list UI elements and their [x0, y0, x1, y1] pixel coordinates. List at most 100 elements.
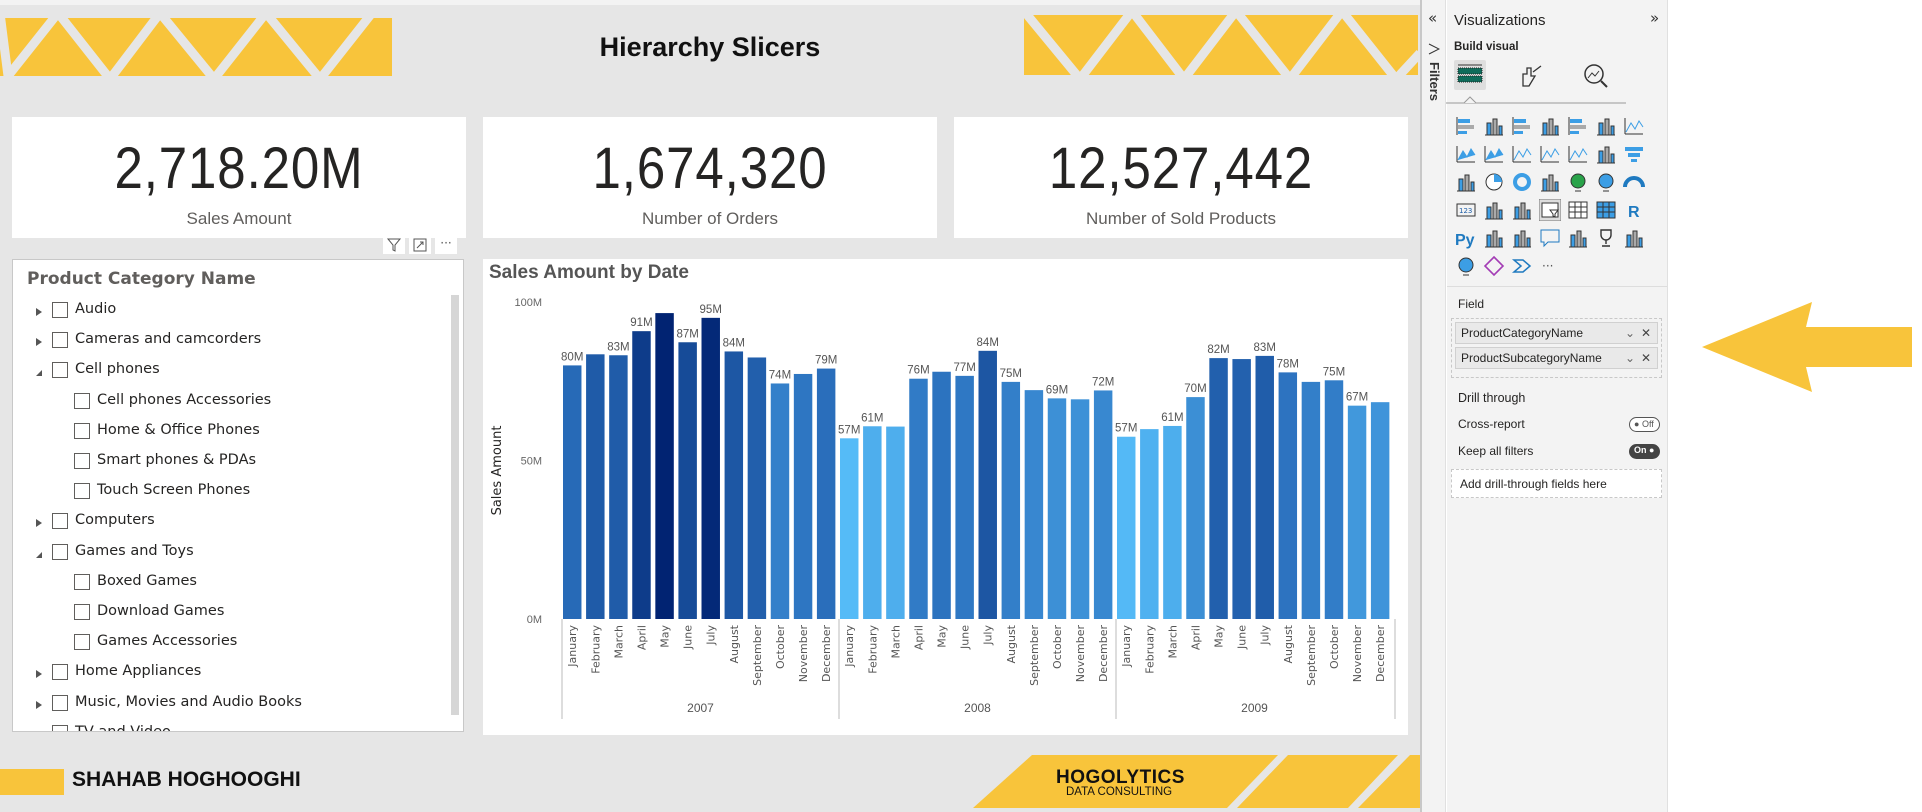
card-icon[interactable]: 123: [1455, 199, 1477, 221]
close-icon[interactable]: ✕: [1640, 351, 1651, 365]
kpi-card-number-of-orders[interactable]: 1,674,320 Number of Orders: [483, 117, 937, 238]
r-visual-icon[interactable]: R: [1623, 199, 1645, 221]
power-automate-icon[interactable]: [1511, 255, 1533, 277]
checkbox[interactable]: [52, 362, 68, 379]
multi-row-card-icon[interactable]: [1483, 199, 1505, 221]
slicer-item[interactable]: Music, Movies and Audio Books: [13, 692, 443, 714]
100-stacked-bar-chart-icon[interactable]: [1567, 115, 1589, 137]
field-item[interactable]: ProductSubcategoryName ⌄ ✕: [1455, 347, 1658, 369]
stacked-bar-chart-icon[interactable]: [1455, 115, 1477, 137]
collapse-triangle-icon[interactable]: [35, 365, 43, 381]
area-chart-icon[interactable]: [1455, 143, 1477, 165]
checkbox[interactable]: [74, 634, 90, 651]
slicer-scrollbar[interactable]: [451, 295, 459, 715]
clustered-bar-chart-icon[interactable]: [1511, 115, 1533, 137]
slicer-item[interactable]: Cameras and camcorders: [13, 329, 443, 351]
goals-icon[interactable]: [1595, 227, 1617, 249]
checkbox[interactable]: [52, 664, 68, 681]
pie-chart-icon[interactable]: [1483, 171, 1505, 193]
line-and-stacked-column-chart-icon[interactable]: [1511, 143, 1533, 165]
checkbox[interactable]: [52, 513, 68, 530]
filters-pane-collapsed[interactable]: « Filters: [1422, 0, 1446, 812]
stacked-column-chart-icon[interactable]: [1483, 115, 1505, 137]
slicer-item[interactable]: Home & Office Phones: [13, 420, 443, 442]
slicer-item[interactable]: Cell phones Accessories: [13, 390, 443, 412]
slicer-item[interactable]: Smart phones & PDAs: [13, 450, 443, 472]
slicer-item[interactable]: Home Appliances: [13, 661, 443, 683]
filter-icon[interactable]: [383, 236, 405, 254]
kpi-card-sales-amount[interactable]: 2,718.20M Sales Amount: [12, 117, 466, 238]
drill-through-drop-zone[interactable]: Add drill-through fields here: [1451, 469, 1662, 498]
filled-map-icon[interactable]: [1595, 171, 1617, 193]
more-visuals-icon[interactable]: ···: [1539, 255, 1561, 277]
collapse-triangle-icon[interactable]: [35, 547, 43, 563]
checkbox[interactable]: [52, 694, 68, 711]
expand-triangle-icon[interactable]: [35, 698, 43, 714]
slicer-item[interactable]: TV and Video: [13, 722, 443, 731]
key-influencers-icon[interactable]: [1483, 227, 1505, 249]
expand-triangle-icon[interactable]: [35, 667, 43, 683]
100-stacked-column-chart-icon[interactable]: [1595, 115, 1617, 137]
chevron-down-icon[interactable]: ⌄: [1624, 326, 1635, 340]
filters-label[interactable]: Filters: [1427, 62, 1442, 102]
focus-mode-icon[interactable]: [409, 236, 431, 254]
double-chevron-left-icon[interactable]: «: [1428, 9, 1438, 27]
checkbox[interactable]: [74, 453, 90, 469]
checkbox[interactable]: [74, 422, 90, 439]
gauge-icon[interactable]: [1623, 171, 1645, 193]
close-icon[interactable]: ✕: [1640, 326, 1651, 340]
decomposition-tree-icon[interactable]: [1511, 227, 1533, 249]
slicer-item[interactable]: Games and Toys: [13, 541, 443, 563]
slicer-icon[interactable]: [1538, 198, 1562, 222]
chevron-down-icon[interactable]: ⌄: [1624, 351, 1635, 365]
checkbox[interactable]: [74, 604, 90, 620]
smart-narrative-icon[interactable]: [1567, 227, 1589, 249]
checkbox[interactable]: [74, 573, 90, 590]
map-icon[interactable]: [1567, 171, 1589, 193]
checkbox[interactable]: [52, 302, 68, 318]
format-visual-icon[interactable]: [1517, 62, 1545, 90]
stacked-area-chart-icon[interactable]: [1483, 143, 1505, 165]
expand-triangle-icon[interactable]: [35, 335, 43, 351]
slicer-item[interactable]: Download Games: [13, 601, 443, 623]
python-visual-icon[interactable]: Py: [1455, 227, 1477, 249]
paginated-report-icon[interactable]: [1623, 227, 1645, 249]
kpi-icon[interactable]: [1511, 199, 1533, 221]
donut-chart-icon[interactable]: [1511, 171, 1533, 193]
checkbox[interactable]: [52, 724, 68, 731]
analytics-icon[interactable]: [1582, 62, 1610, 90]
field-item[interactable]: ProductCategoryName ⌄ ✕: [1455, 322, 1658, 344]
slicer-item[interactable]: Audio: [13, 299, 443, 321]
sales-amount-by-date-chart[interactable]: Sales Amount by Date 0M 50M 100M Sales Amou…: [483, 259, 1408, 735]
slicer-item[interactable]: Boxed Games: [13, 571, 443, 593]
slicer-item[interactable]: Touch Screen Phones: [13, 480, 443, 502]
slicer-item[interactable]: Cell phones: [13, 359, 443, 381]
ribbon-chart-icon[interactable]: [1567, 143, 1589, 165]
cross-report-toggle[interactable]: ● Off: [1629, 417, 1660, 432]
power-apps-icon[interactable]: [1483, 255, 1505, 277]
matrix-icon[interactable]: [1595, 199, 1617, 221]
checkbox[interactable]: [74, 483, 90, 500]
hierarchy-slicer[interactable]: Product Category Name Audio Cameras and c…: [12, 259, 464, 732]
kpi-card-number-of-sold-products[interactable]: 12,527,442 Number of Sold Products: [954, 117, 1408, 238]
treemap-icon[interactable]: [1539, 171, 1561, 193]
checkbox[interactable]: [74, 392, 90, 409]
line-chart-icon[interactable]: [1623, 115, 1645, 137]
slicer-item[interactable]: Computers: [13, 510, 443, 532]
line-and-clustered-column-chart-icon[interactable]: [1539, 143, 1561, 165]
expand-triangle-icon[interactable]: [35, 516, 43, 532]
slicer-item[interactable]: Games Accessories: [13, 631, 443, 653]
clustered-column-chart-icon[interactable]: [1539, 115, 1561, 137]
build-visual-icon[interactable]: [1454, 60, 1486, 90]
azure-map-icon[interactable]: [1455, 255, 1477, 277]
scatter-chart-icon[interactable]: [1455, 171, 1477, 193]
expand-triangle-icon[interactable]: [35, 728, 43, 731]
more-options-icon[interactable]: ···: [435, 236, 457, 254]
funnel-chart-icon[interactable]: [1623, 143, 1645, 165]
waterfall-chart-icon[interactable]: [1595, 143, 1617, 165]
keep-all-filters-toggle[interactable]: On ●: [1629, 444, 1660, 459]
table-icon[interactable]: [1567, 199, 1589, 221]
double-chevron-right-icon[interactable]: »: [1650, 9, 1660, 27]
field-well[interactable]: [1451, 318, 1662, 378]
checkbox[interactable]: [52, 543, 68, 560]
